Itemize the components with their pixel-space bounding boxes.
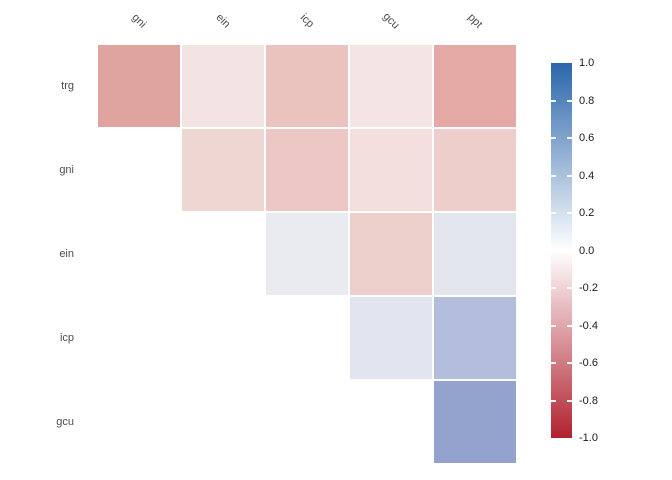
colorbar-label-0.6: 0.6 (579, 132, 595, 144)
x-axis-label-ppt: ppt (465, 11, 485, 31)
colorbar-label-1.0: 1.0 (579, 57, 595, 69)
heatmap-cell-trg-ppt (434, 45, 516, 127)
heatmap-cell-gni-icp (266, 129, 348, 211)
colorbar-tick-0.8-right (567, 99, 572, 102)
colorbar-label-0.0: 0.0 (579, 244, 595, 257)
colorbar-label--0.2: -0.2 (579, 282, 598, 294)
heatmap-cell-ein-gcu (350, 213, 432, 295)
colorbar-tick-0.8-left (551, 99, 556, 102)
colorbar-label-0.8: 0.8 (579, 94, 595, 107)
colorbar-tick--0.2-right (567, 287, 572, 289)
y-axis-label-ein: ein (59, 248, 74, 260)
y-axis-label-gni: gni (59, 164, 74, 176)
heatmap-cell-icp-ppt (434, 297, 516, 379)
heatmap-cell-ein-ppt (434, 213, 516, 295)
y-axis-label-icp: icp (59, 332, 74, 344)
colorbar-label--1.0: -1.0 (579, 432, 598, 444)
heatmap-cell-trg-gcu (350, 45, 432, 127)
x-axis-label-gcu: gcu (380, 10, 402, 32)
colorbar-tick--0.8-left (551, 399, 556, 402)
colorbar-tick--0.4-left (551, 324, 556, 327)
x-axis-label-icp: icp (297, 11, 317, 31)
heatmap-cell-gni-gcu (350, 129, 432, 211)
colorbar-tick--0.8-right (567, 399, 572, 402)
colorbar-label-0.4: 0.4 (579, 169, 595, 182)
colorbar-tick-0.2-right (567, 212, 572, 214)
colorbar-tick--0.2-left (551, 287, 556, 289)
colorbar-tick-0.6-right (567, 137, 572, 139)
colorbar-tick--0.6-right (567, 362, 572, 364)
colorbar-tick-0.4-left (551, 174, 556, 177)
colorbar-tick-0.6-left (551, 137, 556, 139)
colorbar-label-0.2: 0.2 (579, 207, 595, 219)
heatmap-cell-gni-ein (182, 129, 264, 211)
heatmap-cell-gni-ppt (434, 129, 516, 211)
colorbar-tick-0.0-left (551, 249, 556, 252)
colorbar-tick--0.4-right (567, 324, 572, 327)
colorbar-label--0.6: -0.6 (579, 357, 598, 369)
colorbar-tick-0.4-right (567, 174, 572, 177)
heatmap-cell-trg-icp (266, 45, 348, 127)
y-axis-label-trg: trg (61, 80, 74, 92)
colorbar-tick-0.0-right (567, 249, 572, 252)
colorbar: 1.0 0.8 0.6 0.4 0.2 0.0 -0.2 -0.4 -0.6 -0.8 -1.0 (551, 57, 598, 444)
colorbar-tick-0.2-left (551, 212, 556, 214)
x-axis-label-ein: ein (213, 11, 233, 31)
heatmap-cell-trg-gni (98, 45, 180, 127)
colorbar-label--0.4: -0.4 (579, 319, 598, 332)
y-axis-label-gcu: gcu (56, 416, 74, 428)
heatmap-cell-trg-ein (182, 45, 264, 127)
colorbar-tick--0.6-left (551, 362, 556, 364)
heatmap-cell-icp-gcu (350, 297, 432, 379)
heatmap-cell-gcu-ppt (434, 381, 516, 463)
x-axis-label-gni: gni (129, 11, 149, 31)
colorbar-gradient (551, 63, 572, 438)
colorbar-label--0.8: -0.8 (579, 394, 598, 407)
heatmap-grid (98, 45, 516, 463)
heatmap-cell-ein-icp (266, 213, 348, 295)
